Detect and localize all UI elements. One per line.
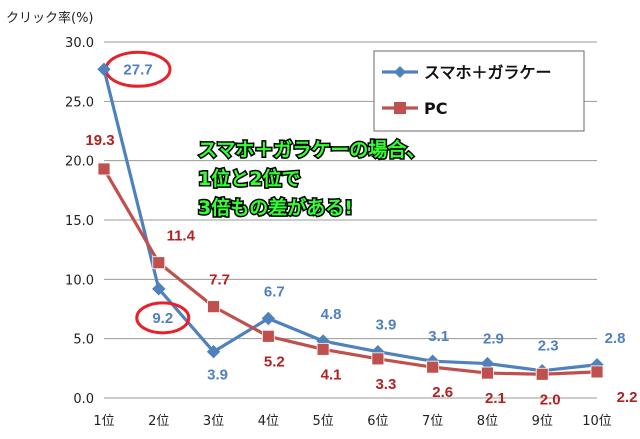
- data-label: 4.1: [321, 366, 342, 383]
- data-label: 3.9: [207, 367, 228, 384]
- y-tick-label: 15.0: [65, 214, 94, 229]
- data-label: 5.2: [264, 353, 285, 370]
- legend-marker: [394, 66, 406, 78]
- data-label: 3.3: [375, 376, 396, 393]
- data-label: 3.9: [375, 317, 396, 334]
- y-tick-label: 0.0: [73, 392, 94, 407]
- x-tick-label: 5位: [312, 414, 333, 429]
- data-point: [481, 366, 494, 380]
- x-tick-label: 6位: [367, 414, 388, 429]
- data-point: [371, 352, 385, 366]
- data-label: 2.1: [485, 390, 506, 407]
- x-tick-label: 8位: [477, 414, 498, 429]
- annotation-text: 3倍もの差がある!: [198, 196, 353, 219]
- legend-label: スマホ＋ガラケー: [424, 63, 552, 82]
- highlight-circle: [135, 301, 191, 335]
- x-tick-label: 10位: [582, 414, 612, 429]
- y-tick-label: 25.0: [65, 95, 94, 110]
- legend-box: [373, 50, 585, 132]
- data-point: [261, 329, 275, 343]
- y-tick-label: 20.0: [65, 155, 94, 170]
- x-tick-label: 3位: [203, 414, 224, 429]
- data-point: [97, 62, 111, 77]
- x-tick-label: 1位: [93, 414, 114, 429]
- data-label: 9.2: [152, 310, 173, 327]
- data-label: 2.6: [432, 384, 453, 401]
- data-point: [206, 345, 221, 359]
- data-label: 27.7: [123, 61, 152, 78]
- data-point: [590, 365, 604, 379]
- data-point: [152, 282, 166, 296]
- data-label: 7.7: [209, 272, 230, 289]
- data-point: [261, 311, 276, 326]
- data-label: 4.8: [321, 306, 342, 323]
- data-label: 19.3: [85, 132, 114, 149]
- data-point: [316, 342, 330, 356]
- data-label: 2.8: [605, 330, 626, 347]
- x-tick-label: 4位: [258, 414, 279, 429]
- legend-marker: [394, 102, 406, 114]
- data-point: [152, 256, 166, 270]
- y-tick-label: 30.0: [65, 36, 94, 51]
- legend-label: PC: [424, 99, 447, 118]
- data-label: 2.0: [540, 391, 561, 408]
- y-tick-label: 5.0: [73, 333, 94, 348]
- series-line: [102, 68, 598, 373]
- data-label: 3.1: [428, 328, 449, 345]
- y-tick-label: 10.0: [65, 273, 94, 288]
- series-line: [102, 168, 598, 376]
- data-point: [97, 162, 111, 176]
- x-tick-label: 7位: [422, 414, 443, 429]
- data-point: [426, 360, 440, 374]
- data-label: 2.3: [538, 338, 559, 355]
- data-point: [207, 300, 220, 314]
- data-label: 2.9: [483, 331, 504, 348]
- y-axis-title: クリック率(%): [6, 10, 94, 26]
- data-point: [535, 367, 549, 381]
- x-tick-label: 9位: [532, 414, 553, 429]
- data-label: 6.7: [264, 283, 285, 300]
- annotation-text: 1位と2位で: [198, 167, 300, 190]
- annotation-text: スマホ＋ガラケーの場合、: [198, 138, 425, 161]
- data-label: 11.4: [167, 228, 196, 245]
- data-label: 2.2: [617, 389, 638, 406]
- x-tick-label: 2位: [148, 414, 169, 429]
